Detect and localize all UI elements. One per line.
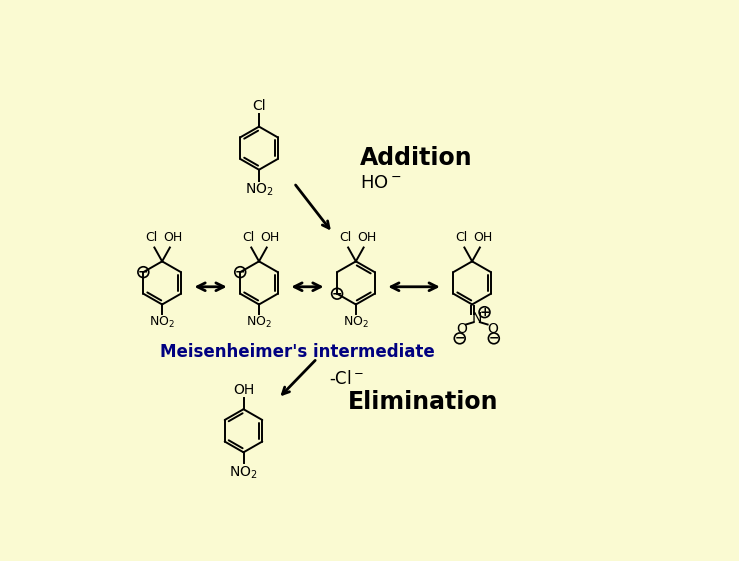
Text: O: O — [456, 322, 467, 336]
Text: Cl: Cl — [252, 99, 266, 113]
Text: -Cl$^-$: -Cl$^-$ — [329, 370, 364, 388]
Text: OH: OH — [233, 383, 254, 397]
Text: OH: OH — [357, 232, 376, 245]
Text: NO$_2$: NO$_2$ — [246, 315, 272, 330]
Text: NO$_2$: NO$_2$ — [149, 315, 175, 330]
Text: +: + — [479, 306, 490, 319]
Text: Cl: Cl — [145, 232, 157, 245]
Text: HO$^-$: HO$^-$ — [360, 174, 401, 192]
Text: O: O — [487, 322, 497, 336]
Text: N: N — [471, 311, 482, 325]
Text: −: − — [454, 332, 465, 345]
Text: Cl: Cl — [242, 232, 254, 245]
Text: NO$_2$: NO$_2$ — [245, 182, 273, 199]
Text: Elimination: Elimination — [348, 390, 499, 414]
Text: −: − — [138, 266, 149, 279]
Text: OH: OH — [474, 232, 493, 245]
Text: NO$_2$: NO$_2$ — [343, 315, 369, 330]
Text: −: − — [332, 287, 342, 300]
Text: −: − — [235, 266, 245, 279]
Text: Meisenheimer's intermediate: Meisenheimer's intermediate — [160, 343, 435, 361]
Text: Cl: Cl — [455, 232, 467, 245]
Text: OH: OH — [260, 232, 279, 245]
Text: OH: OH — [163, 232, 183, 245]
Text: −: − — [488, 332, 499, 345]
Text: Cl: Cl — [339, 232, 351, 245]
Text: NO$_2$: NO$_2$ — [229, 465, 258, 481]
Text: Addition: Addition — [360, 146, 472, 170]
